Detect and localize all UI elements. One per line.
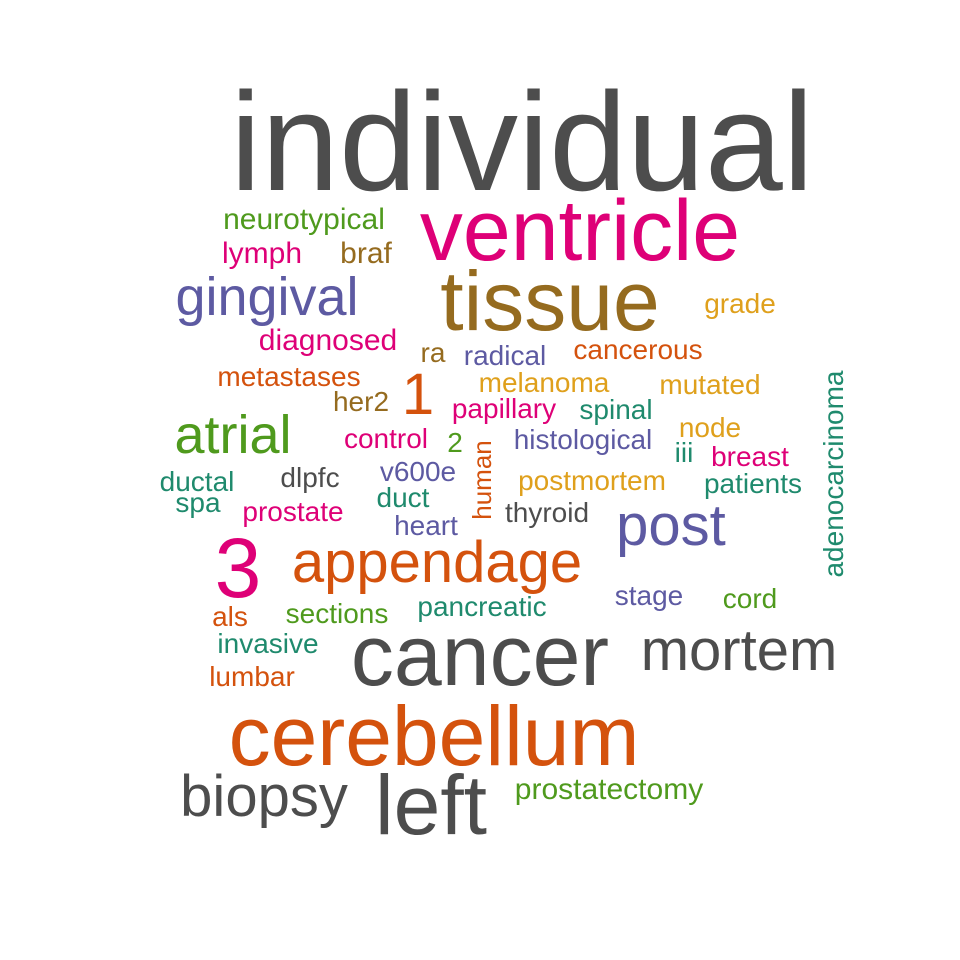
word-sections: sections: [286, 598, 389, 629]
word-v600e: v600e: [380, 456, 456, 487]
word-cerebellum: cerebellum: [229, 689, 640, 783]
word-melanoma: melanoma: [479, 367, 610, 398]
word-ventricle: ventricle: [420, 183, 740, 279]
word-dlpfc: dlpfc: [280, 462, 339, 493]
word-adenocarcinoma: adenocarcinoma: [818, 370, 849, 577]
word-grade: grade: [704, 288, 776, 319]
word-lumbar: lumbar: [209, 661, 295, 692]
word-ra: ra: [421, 337, 446, 368]
word-breast: breast: [711, 441, 789, 472]
word-histological: histological: [514, 424, 653, 455]
word-2: 2: [447, 427, 463, 458]
word-neurotypical: neurotypical: [223, 203, 385, 236]
word-tissue: tissue: [440, 254, 659, 348]
word-pancreatic: pancreatic: [417, 591, 546, 622]
word-ductal: ductal: [160, 466, 235, 497]
word-cancerous: cancerous: [573, 334, 702, 365]
word-biopsy: biopsy: [180, 764, 348, 829]
word-human: human: [467, 440, 497, 520]
word-invasive: invasive: [217, 628, 318, 659]
word-post: post: [616, 493, 726, 558]
word-iii: iii: [675, 437, 694, 468]
word-prostatectomy: prostatectomy: [515, 773, 703, 806]
word-control: control: [344, 423, 428, 454]
word-spa: spa: [175, 487, 221, 518]
word-gingival: gingival: [175, 267, 358, 327]
word-papillary: papillary: [452, 393, 556, 424]
word-left: left: [375, 758, 487, 852]
word-diagnosed: diagnosed: [259, 324, 397, 357]
word-prostate: prostate: [242, 496, 343, 527]
word-postmortem: postmortem: [518, 465, 666, 496]
word-cancer: cancer: [351, 608, 609, 704]
word-individual: individual: [230, 63, 814, 220]
word-als: als: [212, 601, 248, 632]
word-mutated: mutated: [659, 369, 760, 400]
word-stage: stage: [615, 580, 684, 611]
word-lymph: lymph: [222, 237, 302, 270]
word-her2: her2: [333, 386, 389, 417]
word-metastases: metastases: [217, 361, 360, 392]
word-mortem: mortem: [641, 618, 838, 683]
word-thyroid: thyroid: [505, 497, 589, 528]
word-3: 3: [215, 521, 262, 615]
word-cord: cord: [723, 583, 777, 614]
word-radical: radical: [464, 340, 546, 371]
word-patients: patients: [704, 468, 802, 499]
word-1: 1: [402, 362, 434, 427]
word-node: node: [679, 412, 741, 443]
word-braf: braf: [340, 237, 392, 270]
word-atrial: atrial: [174, 405, 291, 465]
word-appendage: appendage: [292, 530, 582, 595]
word-duct: duct: [377, 482, 430, 513]
word-heart: heart: [394, 510, 458, 541]
word-spinal: spinal: [579, 394, 652, 425]
